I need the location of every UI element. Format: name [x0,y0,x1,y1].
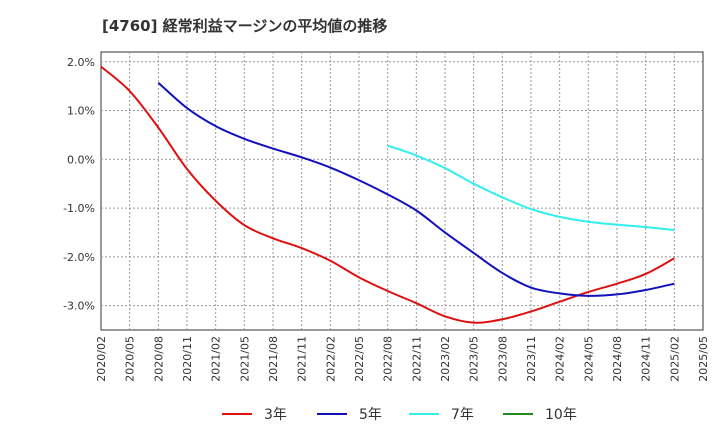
y-tick-label: 1.0% [67,105,95,118]
y-tick-label: -1.0% [63,202,95,215]
x-tick-label: 2022/02 [324,336,337,382]
y-tick-label: 2.0% [67,56,95,69]
x-tick-label: 2024/08 [611,336,624,382]
y-tick-label: -3.0% [63,300,95,313]
x-tick-label: 2024/05 [582,336,595,382]
series-line-2 [387,144,675,232]
x-tick-label: 2023/11 [525,336,538,382]
x-tick-label: 2020/05 [124,336,137,382]
grid-lines [101,52,703,330]
series-lines [100,65,675,324]
x-tick-label: 2023/08 [496,336,509,382]
x-tick-label: 2022/11 [410,336,423,382]
y-axis-ticks: 2.0% 1.0% 0.0% -1.0% -2.0% -3.0% [63,56,95,313]
x-tick-label: 2020/08 [152,336,165,382]
legend-label-2: 7年 [451,407,474,423]
legend-label-1: 5年 [359,407,382,423]
x-tick-label: 2023/05 [468,336,481,382]
x-tick-label: 2024/02 [554,336,567,382]
x-tick-label: 2025/02 [668,336,681,382]
x-tick-label: 2022/08 [382,336,395,382]
x-tick-label: 2025/05 [697,336,710,382]
chart-title: [4760] 経常利益マージンの平均値の推移 [102,17,387,35]
x-tick-label: 2023/02 [439,336,452,382]
x-tick-label: 2021/05 [238,336,251,382]
x-tick-label: 2021/08 [267,336,280,382]
y-tick-label: -2.0% [63,251,95,264]
y-tick-label: 0.0% [67,153,95,166]
x-tick-label: 2022/05 [353,336,366,382]
x-tick-label: 2020/02 [95,336,108,382]
x-axis-ticks: 2020/02 2020/05 2020/08 2020/11 2021/02 2021/… [95,336,710,382]
x-tick-label: 2024/11 [640,336,653,382]
plot-area [100,51,704,331]
x-tick-label: 2020/11 [181,336,194,382]
x-tick-label: 2021/02 [210,336,223,382]
series-line-1 [157,81,675,297]
x-tick-label: 2021/11 [296,336,309,382]
legend-label-3: 10年 [545,407,577,423]
legend-label-0: 3年 [264,407,287,423]
legend: 3年 5年 7年 10年 [222,407,577,423]
